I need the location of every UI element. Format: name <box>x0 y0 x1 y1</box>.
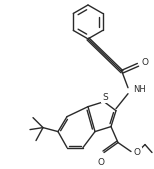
Text: O: O <box>134 148 141 157</box>
Text: S: S <box>102 93 108 102</box>
Text: NH: NH <box>133 85 146 94</box>
Text: O: O <box>97 158 105 166</box>
Text: O: O <box>142 58 149 67</box>
